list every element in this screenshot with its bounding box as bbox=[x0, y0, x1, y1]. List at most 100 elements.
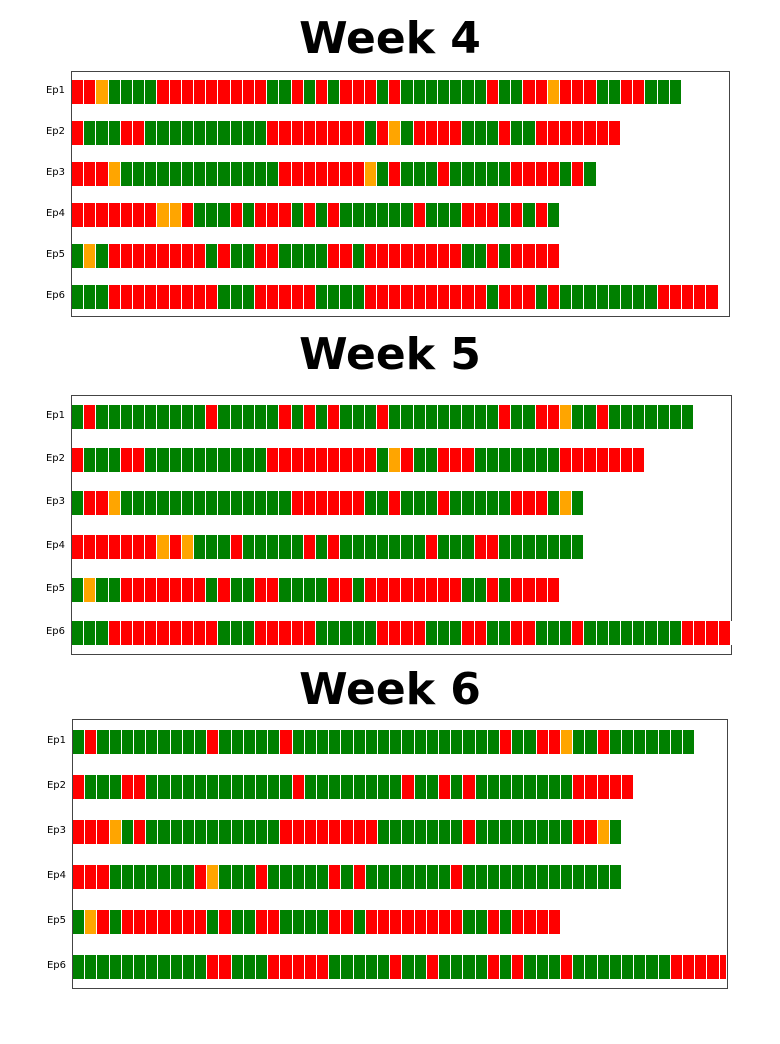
cell-red bbox=[572, 448, 585, 472]
cell-orange bbox=[181, 534, 194, 559]
cell-red bbox=[499, 284, 512, 309]
cell-red bbox=[511, 243, 524, 268]
cell-red bbox=[597, 774, 610, 799]
cell-orange bbox=[364, 161, 377, 186]
cell-red bbox=[218, 243, 231, 268]
cell-red bbox=[303, 161, 316, 186]
cell-red bbox=[474, 284, 487, 309]
cell-green bbox=[596, 284, 609, 309]
cell-red bbox=[572, 161, 585, 186]
cell-green bbox=[633, 621, 646, 646]
cell-red bbox=[462, 202, 475, 227]
cell-green bbox=[341, 954, 354, 979]
cell-green bbox=[669, 621, 682, 646]
cell-red bbox=[85, 819, 98, 844]
cell-green bbox=[450, 404, 463, 429]
cell-red bbox=[438, 448, 451, 472]
cell-green bbox=[242, 120, 255, 145]
cell-red bbox=[84, 79, 97, 104]
cell-red bbox=[72, 448, 85, 472]
cell-green bbox=[230, 161, 243, 186]
cell-green bbox=[242, 448, 255, 472]
cell-green bbox=[169, 161, 182, 186]
cell-green bbox=[425, 621, 438, 646]
cell-orange bbox=[547, 79, 560, 104]
cell-orange bbox=[109, 819, 122, 844]
cell-green bbox=[146, 864, 159, 889]
cell-green bbox=[499, 202, 512, 227]
cell-red bbox=[72, 161, 85, 186]
cell-green bbox=[523, 404, 536, 429]
cell-green bbox=[121, 819, 134, 844]
cell-red bbox=[560, 120, 573, 145]
cell-red bbox=[303, 120, 316, 145]
cell-green bbox=[134, 729, 147, 754]
cell-green bbox=[243, 819, 256, 844]
cell-red bbox=[451, 864, 464, 889]
cell-green bbox=[535, 448, 548, 472]
week4-label-ep1: Ep1 bbox=[45, 84, 65, 96]
cell-green bbox=[450, 202, 463, 227]
cell-green bbox=[511, 448, 524, 472]
cell-red bbox=[608, 448, 621, 472]
cell-red bbox=[439, 909, 452, 934]
cell-red bbox=[340, 79, 353, 104]
cell-red bbox=[292, 819, 305, 844]
cell-green bbox=[206, 243, 219, 268]
cell-red bbox=[267, 621, 280, 646]
cell-red bbox=[157, 578, 170, 602]
cell-green bbox=[329, 729, 342, 754]
cell-green bbox=[242, 243, 255, 268]
cell-red bbox=[84, 491, 97, 516]
cell-green bbox=[169, 448, 182, 472]
cell-red bbox=[670, 954, 683, 979]
cell-red bbox=[120, 578, 133, 602]
cell-green bbox=[206, 120, 219, 145]
cell-red bbox=[207, 729, 220, 754]
cell-green bbox=[255, 448, 268, 472]
cell-red bbox=[316, 161, 329, 186]
cell-red bbox=[364, 79, 377, 104]
cell-red bbox=[413, 243, 426, 268]
cell-green bbox=[547, 202, 560, 227]
cell-orange bbox=[84, 243, 97, 268]
cell-green bbox=[268, 864, 281, 889]
cell-red bbox=[340, 448, 353, 472]
cell-green bbox=[304, 864, 317, 889]
cell-green bbox=[413, 534, 426, 559]
cell-green bbox=[365, 864, 378, 889]
cell-green bbox=[486, 120, 499, 145]
cell-green bbox=[157, 404, 170, 429]
cell-red bbox=[547, 120, 560, 145]
cell-red bbox=[377, 404, 390, 429]
cell-green bbox=[511, 79, 524, 104]
cell-red bbox=[255, 578, 268, 602]
cell-red bbox=[511, 621, 524, 646]
cell-green bbox=[194, 404, 207, 429]
cell-red bbox=[108, 534, 121, 559]
cell-red bbox=[535, 578, 548, 602]
cell-red bbox=[267, 284, 280, 309]
cell-red bbox=[72, 534, 85, 559]
cell-red bbox=[145, 284, 158, 309]
cell-red bbox=[535, 161, 548, 186]
cell-green bbox=[72, 284, 85, 309]
cell-green bbox=[230, 243, 243, 268]
cell-red bbox=[280, 819, 293, 844]
cell-red bbox=[328, 578, 341, 602]
cell-red bbox=[572, 120, 585, 145]
cell-green bbox=[328, 284, 341, 309]
cell-orange bbox=[207, 864, 220, 889]
cell-red bbox=[695, 954, 708, 979]
cell-green bbox=[195, 819, 208, 844]
cell-red bbox=[120, 202, 133, 227]
cell-red bbox=[291, 621, 304, 646]
cell-red bbox=[511, 578, 524, 602]
cell-green bbox=[512, 864, 525, 889]
cell-red bbox=[377, 284, 390, 309]
cell-green bbox=[658, 954, 671, 979]
week4-row-ep5 bbox=[72, 243, 729, 268]
cell-red bbox=[585, 819, 598, 844]
cell-green bbox=[279, 491, 292, 516]
cell-red bbox=[572, 621, 585, 646]
